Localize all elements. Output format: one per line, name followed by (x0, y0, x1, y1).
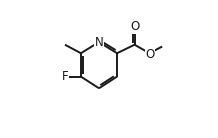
Text: O: O (130, 20, 139, 34)
Text: N: N (95, 36, 103, 49)
Text: F: F (62, 70, 69, 83)
Text: O: O (145, 48, 155, 61)
